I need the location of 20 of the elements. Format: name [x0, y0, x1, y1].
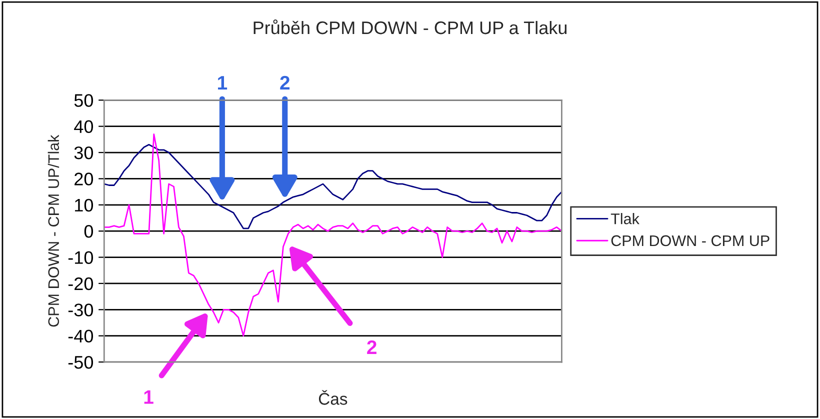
y-tick-label: 0 — [84, 225, 94, 238]
text: 1 — [144, 390, 154, 404]
y-tick-label: -40 — [68, 330, 94, 343]
y-tick-label: -10 — [68, 251, 94, 264]
legend-label: Tlak — [610, 213, 640, 224]
y-tick-label: 20 — [74, 172, 94, 186]
y-tick-label: 10 — [75, 198, 94, 212]
text: 2 — [280, 76, 290, 90]
annotation: 2 — [367, 340, 376, 354]
x-axis-title: Čas — [318, 390, 348, 405]
y-tick-label: -30 — [68, 304, 94, 316]
y-axis-title: CPM DOWN - CPM UP/Tlak — [48, 134, 60, 327]
y-tick-label: 40 — [74, 120, 94, 134]
text: 1 — [218, 76, 228, 90]
legend-label: CPM DOWN - CPM UP — [611, 235, 770, 246]
y-tick-label: -20 — [68, 277, 94, 290]
y-tick-label: 50 — [74, 94, 94, 107]
chart-title: Průběh CPM DOWN - CPM UP a Tlaku — [254, 19, 567, 34]
y-tick-label: -50 — [68, 356, 94, 369]
y-tick-label: 30 — [74, 146, 94, 160]
